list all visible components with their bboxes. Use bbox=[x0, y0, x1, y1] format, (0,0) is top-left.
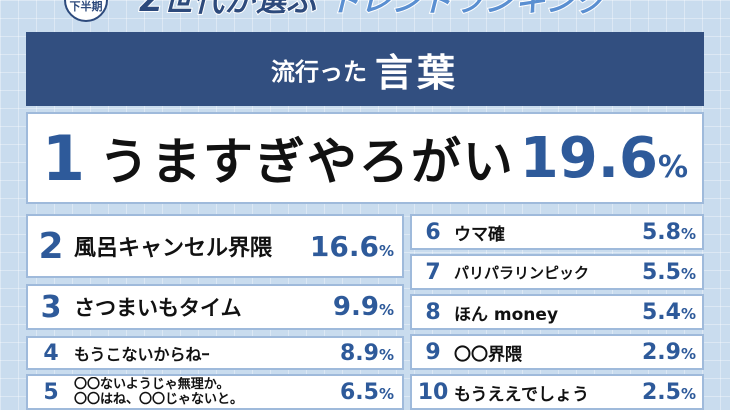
rank-number: 10 bbox=[417, 379, 449, 405]
ranking-percent: 16.6% bbox=[310, 230, 402, 263]
percent-unit: % bbox=[680, 304, 696, 323]
rank-number: 5 bbox=[43, 379, 59, 405]
rank-number: 4 bbox=[43, 340, 59, 366]
rank-number: 6 bbox=[425, 219, 441, 245]
percent-unit: % bbox=[378, 345, 394, 364]
percent-value: 2.5 bbox=[641, 379, 681, 405]
percent-unit: % bbox=[657, 149, 688, 185]
percent-unit: % bbox=[680, 344, 696, 363]
ranking-item-6: 6 ウマ確 5.8% bbox=[410, 214, 704, 250]
category-small-label: 流行った bbox=[270, 57, 367, 86]
rank-number: 8 bbox=[425, 299, 441, 325]
ranking-word: 風呂キャンセル界隈 bbox=[74, 236, 273, 261]
percent-value: 5.8 bbox=[641, 219, 681, 245]
ranking-word: もうこないからねｰ bbox=[74, 345, 210, 364]
percent-value: 6.5 bbox=[339, 379, 379, 405]
period-badge: 下半期 bbox=[64, 0, 108, 22]
ranking-word: 〇〇界隈 bbox=[454, 344, 522, 365]
ranking-word: うますぎやろがい bbox=[98, 133, 515, 191]
percent-value: 2.9 bbox=[641, 339, 681, 365]
percent-unit: % bbox=[680, 264, 696, 283]
title-prefix: Z世代が選ぶ bbox=[139, 0, 318, 19]
ranking-percent: 5.5% bbox=[642, 260, 702, 285]
ranking-percent: 5.4% bbox=[642, 300, 702, 325]
ranking-word: パリパラリンピック bbox=[454, 263, 590, 282]
ranking-item-8: 8 ほん money 5.4% bbox=[410, 294, 704, 330]
ranking-percent: 2.5% bbox=[642, 380, 702, 405]
ranking-item-4: 4 もうこないからねｰ 8.9% bbox=[26, 336, 404, 370]
ranking-word-line-1: 〇〇ないようじゃ無理か。 bbox=[74, 377, 230, 392]
percent-unit: % bbox=[680, 224, 696, 243]
ranking-word: ほん money bbox=[454, 304, 559, 325]
ranking-item-9: 9 〇〇界隈 2.9% bbox=[410, 334, 704, 370]
ranking-item-10: 10 もうええでしょう 2.5% bbox=[410, 374, 704, 410]
percent-value: 19.6 bbox=[519, 125, 658, 191]
percent-value: 16.6 bbox=[309, 229, 379, 263]
rank-number: 2 bbox=[38, 225, 64, 267]
ranking-word-line-2: 〇〇はね、〇〇じゃないと。 bbox=[74, 392, 244, 407]
percent-unit: % bbox=[378, 384, 394, 403]
ranking-percent: 9.9% bbox=[333, 292, 402, 322]
ranking-percent: 2.9% bbox=[642, 340, 702, 365]
percent-unit: % bbox=[680, 384, 696, 403]
ranking-percent: 6.5% bbox=[340, 380, 402, 405]
percent-value: 8.9 bbox=[339, 340, 379, 366]
ranking-word: 〇〇ないようじゃ無理か。 〇〇はね、〇〇じゃないと。 bbox=[74, 377, 340, 407]
ranking-item-7: 7 パリパラリンピック 5.5% bbox=[410, 254, 704, 290]
main-title: Z世代が選ぶ トレンドランキング bbox=[139, 0, 608, 19]
rank-number: 7 bbox=[425, 259, 441, 285]
percent-unit: % bbox=[378, 301, 394, 319]
rank-number: 9 bbox=[425, 339, 441, 365]
category-big-label: 言葉 bbox=[374, 50, 459, 95]
ranking-item-1: 1 うますぎやろがい 19.6% bbox=[26, 112, 704, 204]
percent-value: 5.4 bbox=[641, 299, 681, 325]
ranking-item-5: 5 〇〇ないようじゃ無理か。 〇〇はね、〇〇じゃないと。 6.5% bbox=[26, 374, 404, 410]
ranking-percent: 5.8% bbox=[642, 220, 702, 245]
rank-number: 1 bbox=[41, 121, 85, 195]
ranking-word: ウマ確 bbox=[454, 224, 505, 245]
ranking-percent: 8.9% bbox=[340, 341, 402, 366]
ranking-item-3: 3 さつまいもタイム 9.9% bbox=[26, 284, 404, 330]
title-suffix: トレンドランキング bbox=[328, 0, 608, 19]
percent-value: 5.5 bbox=[641, 259, 681, 285]
percent-unit: % bbox=[378, 241, 394, 260]
percent-value: 9.9 bbox=[332, 292, 379, 322]
ranking-item-2: 2 風呂キャンセル界隈 16.6% bbox=[26, 214, 404, 278]
category-banner: 流行った 言葉 bbox=[26, 32, 704, 106]
rank-number: 3 bbox=[40, 289, 62, 325]
ranking-percent: 19.6% bbox=[515, 126, 702, 191]
ranking-word: もうええでしょう bbox=[454, 384, 589, 405]
ranking-word: さつまいもタイム bbox=[74, 296, 242, 320]
period-badge-label: 下半期 bbox=[69, 0, 103, 13]
